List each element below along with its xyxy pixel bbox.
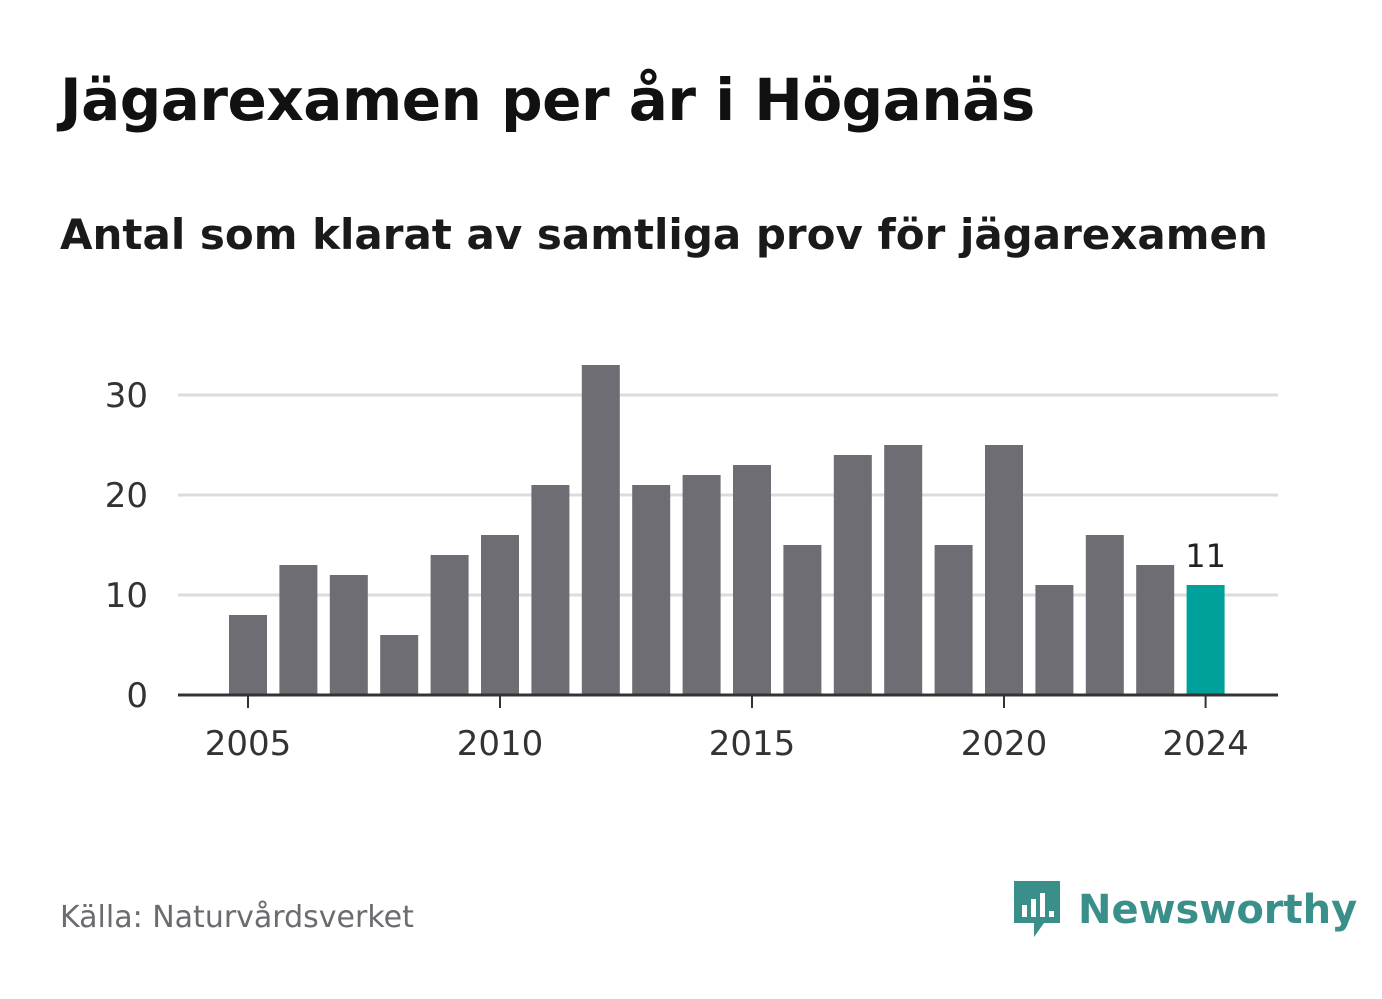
y-axis-ticks: 0 10 20 30 [105, 376, 148, 716]
bar [531, 485, 570, 695]
newsworthy-logo-icon [1014, 881, 1060, 937]
bar [1085, 535, 1124, 695]
bar [481, 535, 519, 695]
bar [279, 565, 318, 695]
y-tick-label: 10 [105, 576, 148, 616]
bar [985, 445, 1023, 695]
x-tick-label: 2005 [205, 724, 292, 764]
data-label-highlight: 11 [1185, 537, 1226, 575]
bar [229, 615, 267, 695]
data-labels: 11 [1185, 537, 1226, 575]
bar [783, 545, 822, 695]
bar [934, 545, 973, 695]
x-tick-label: 2010 [457, 724, 544, 764]
bar [1136, 565, 1175, 695]
bar [380, 635, 419, 695]
y-tick-label: 20 [105, 476, 148, 516]
bar [581, 365, 620, 695]
source-note: Källa: Naturvårdsverket [60, 900, 414, 935]
bar [682, 475, 721, 695]
bars [229, 365, 1225, 695]
bar [430, 555, 469, 695]
bar [632, 485, 671, 695]
x-axis-ticks: 2005 2010 2015 2020 2024 [205, 695, 1249, 764]
brand-logo: Newsworthy [1010, 878, 1357, 942]
bar [329, 575, 368, 695]
bar [884, 445, 923, 695]
bar [1035, 585, 1074, 695]
x-tick-label: 2015 [709, 724, 796, 764]
x-tick-label: 2020 [961, 724, 1048, 764]
y-tick-label: 30 [105, 376, 148, 416]
brand-name: Newsworthy [1078, 887, 1358, 933]
bar [733, 465, 771, 695]
chart-subtitle: Antal som klarat av samtliga prov för jä… [60, 210, 1268, 259]
y-tick-label: 0 [126, 676, 148, 716]
chart-title: Jägarexamen per år i Höganäs [60, 66, 1035, 134]
bar [833, 455, 872, 695]
bar-highlight [1186, 585, 1225, 695]
x-tick-label: 2024 [1162, 724, 1249, 764]
